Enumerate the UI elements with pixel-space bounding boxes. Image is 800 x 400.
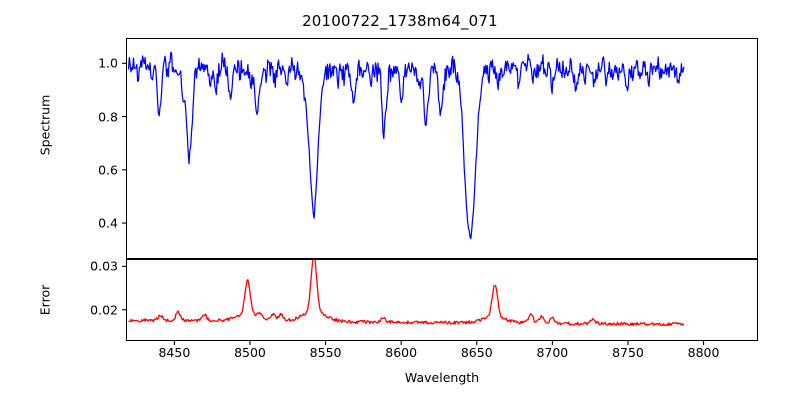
spectrum-axis-label: Spectrum [37,94,53,156]
spectrum-panel [126,38,758,259]
spectrum-plot-area [127,51,685,240]
ytick-label-spectrum: 0.6 [98,162,118,178]
xtick-label: 8650 [460,345,493,360]
ytick-label-error: 0.03 [90,258,118,274]
xtick-label: 8550 [309,345,342,360]
xtick-label: 8800 [687,345,720,360]
xtick-label: 8750 [612,345,644,360]
ytick-label-error: 0.02 [90,302,118,318]
error-plot-area [128,260,685,327]
xtick-label: 8700 [536,345,569,360]
error-axis-label: Error [37,284,53,316]
ytick-label-spectrum: 1.0 [98,55,118,71]
xtick-label: 8450 [158,345,191,360]
ytick-label-spectrum: 0.4 [98,215,118,231]
chart-title: 20100722_1738m64_071 [302,12,498,30]
wavelength-axis-label: Wavelength [404,370,480,385]
ytick-label-spectrum: 0.8 [98,109,118,125]
xtick-label: 8500 [234,345,266,360]
xtick-label: 8600 [385,345,418,360]
error-panel [126,259,758,341]
